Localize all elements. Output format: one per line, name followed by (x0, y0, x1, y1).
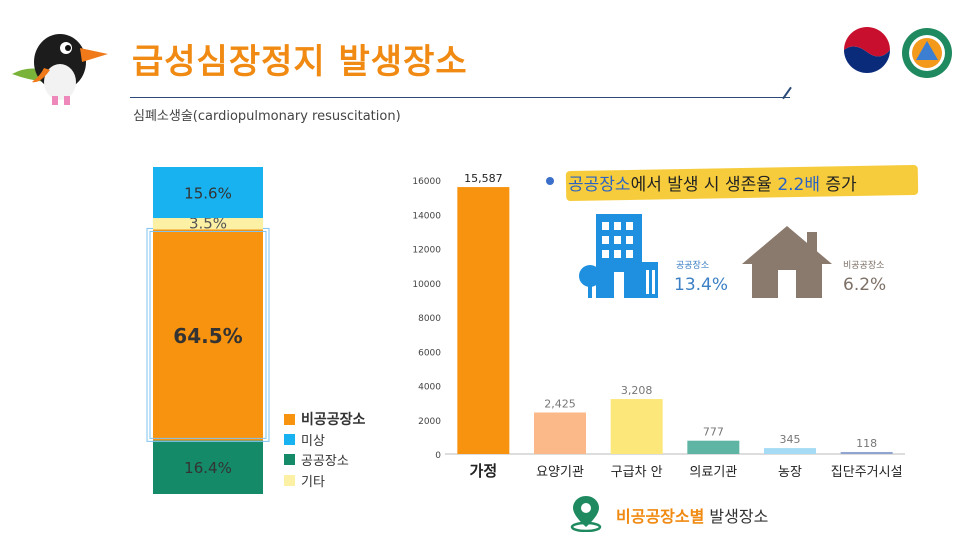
government-emblem-icon (842, 27, 892, 78)
highlight-accent: 2.2배 (777, 175, 820, 195)
nonpublic-survival-label: 비공공장소 (843, 261, 885, 271)
legend-item-other: 기타 (284, 471, 325, 490)
legend-swatch (284, 434, 295, 445)
legend-item-public: 공공장소 (284, 450, 349, 469)
legend-swatch (284, 454, 295, 465)
legend-item-nonpublic: 비공공장소 (284, 409, 365, 429)
category-label: 가정 (470, 462, 498, 480)
category-label: 집단주거시설 (831, 465, 903, 480)
stacked-segment (153, 167, 263, 219)
bar-chart-caption: 비공공장소별 발생장소 (616, 503, 768, 527)
category-label: 농장 (778, 465, 802, 480)
bar-value-label: 3,208 (621, 384, 653, 397)
category-label: 요양기관 (536, 465, 584, 480)
segment-label: 64.5% (173, 324, 242, 348)
segment-label: 3.5% (189, 215, 227, 233)
y-tick-label: 12000 (412, 246, 441, 256)
legend-label: 비공공장소 (301, 412, 366, 428)
caption-rest: 발생장소 (704, 507, 769, 526)
y-tick-label: 16000 (412, 177, 441, 187)
highlight-suffix: 증가 (820, 175, 857, 195)
y-tick-label: 6000 (418, 348, 441, 358)
stacked-bar-chart: 16.4% 64.5% 3.5% 15.6% (146, 167, 270, 494)
y-tick-label: 8000 (418, 314, 441, 324)
public-survival-label: 공공장소 (676, 261, 710, 271)
bar-value-label: 118 (856, 437, 877, 450)
survival-highlight: 공공장소에서 발생 시 생존율 2.2배 증가 (568, 170, 857, 195)
building-icon (579, 214, 658, 298)
bar-value-label: 777 (703, 426, 724, 439)
location-pin-icon (570, 496, 602, 532)
fire-agency-emblem-icon (902, 28, 952, 78)
category-label: 구급차 안 (611, 465, 663, 480)
segment-label: 16.4% (184, 459, 232, 477)
legend-label: 공공장소 (301, 454, 349, 469)
caption-accent: 비공공장소별 (616, 507, 705, 526)
bar (687, 440, 740, 454)
bar (457, 187, 510, 454)
highlight-prefix: 공공장소 (568, 175, 631, 195)
legend-label: 기타 (301, 475, 325, 490)
legend-label: 미상 (301, 434, 325, 449)
mascot-bird-icon (12, 34, 108, 105)
stacked-segment (153, 440, 263, 494)
legend-item-unknown: 미상 (284, 430, 325, 449)
legend-swatch (284, 475, 295, 486)
bar-value-label: 2,425 (544, 397, 576, 410)
y-tick-label: 10000 (412, 280, 441, 290)
y-tick-label: 14000 (412, 211, 441, 221)
segment-label: 15.6% (184, 185, 232, 203)
bar (840, 451, 893, 454)
bar-value-label: 15,587 (464, 172, 503, 185)
y-tick-label: 2000 (418, 417, 441, 427)
bar (764, 448, 816, 454)
place-bar-chart: 0 2000 4000 6000 8000 10000 12000 14000 16000 15,… (412, 172, 905, 480)
y-tick-label: 0 (435, 451, 441, 461)
y-tick-label: 4000 (418, 383, 441, 393)
house-icon (742, 226, 832, 298)
bar (610, 399, 663, 454)
public-survival-value: 13.4% (674, 275, 729, 295)
selection-outline (149, 230, 267, 439)
header-divider (130, 97, 790, 98)
legend-swatch (284, 413, 295, 425)
bar (534, 412, 586, 454)
stacked-segment (153, 218, 263, 230)
category-label: 의료기관 (689, 465, 737, 480)
bullet-icon (546, 177, 554, 185)
page-title: 급성심장정지 발생장소 (132, 42, 468, 82)
bar-value-label: 345 (780, 433, 801, 446)
page-subtitle: 심폐소생술(cardiopulmonary resuscitation) (133, 109, 401, 124)
nonpublic-survival-value: 6.2% (843, 275, 887, 295)
highlight-middle: 에서 발생 시 생존율 (630, 175, 778, 195)
stacked-segment (153, 229, 263, 441)
